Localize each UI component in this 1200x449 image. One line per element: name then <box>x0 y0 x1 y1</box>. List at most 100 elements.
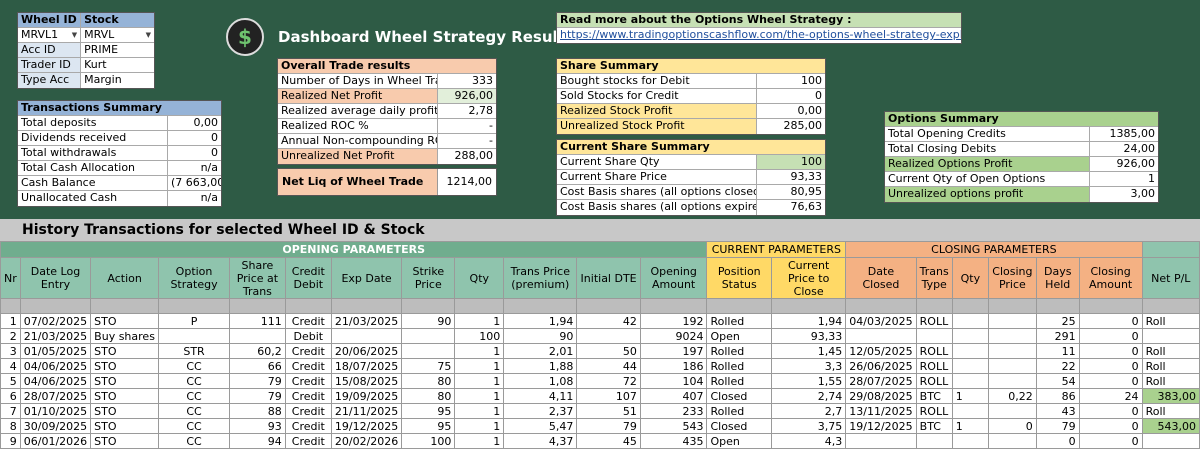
table-cell: 107 <box>576 388 641 404</box>
table-cell <box>158 328 230 344</box>
table-cell: ROLL <box>915 403 953 419</box>
table-row[interactable]: 5 04/06/2025 STO CC 79 Credit 15/08/2025 80 1 1,0… <box>0 373 1200 389</box>
table-cell: 2,01 <box>503 343 578 359</box>
summary-label: Unrealized options profit <box>885 187 1090 202</box>
table-row[interactable]: 3 01/05/2025 STO STR 60,2 Credit 20/06/2025 1 2,… <box>0 343 1200 359</box>
table-cell: 4 <box>0 358 21 374</box>
table-cell: 72 <box>576 373 641 389</box>
summary-label: Unrealized Net Profit <box>278 149 438 164</box>
summary-row: Dividends received 0 <box>18 131 221 146</box>
table-cell: CC <box>158 418 230 434</box>
table-cell: 21/11/2025 <box>330 403 403 419</box>
column-header: Credit Debit <box>284 257 332 299</box>
closing-parameters-header: CLOSING PARAMETERS <box>845 241 1143 258</box>
summary-row: Number of Days in Wheel Trade 333 <box>278 74 496 89</box>
table-row[interactable]: 9 06/01/2026 STO CC 94 Credit 20/02/2026 100 1 4,… <box>0 433 1200 449</box>
table-cell: 1,55 <box>771 373 847 389</box>
table-cell: 26/06/2025 <box>845 358 917 374</box>
summary-label: Total Cash Allocation <box>18 161 168 175</box>
table-cell: Roll <box>1141 403 1200 419</box>
share-summary: Share Summary Bought stocks for Debit 100… <box>556 58 826 135</box>
table-cell: 28/07/2025 <box>19 388 92 404</box>
table-cell: 94 <box>228 433 286 449</box>
table-cell: 93 <box>228 418 286 434</box>
net-liq-label: Net Liq of Wheel Trade <box>278 169 438 195</box>
table-cell <box>951 313 990 329</box>
summary-value: PRIME <box>84 43 119 56</box>
stock-label: Stock <box>84 13 119 26</box>
summary-value: 926,00 <box>438 89 496 103</box>
table-cell: 18/07/2025 <box>330 358 403 374</box>
table-cell: Roll <box>1141 373 1200 389</box>
column-header: Option Strategy <box>158 257 230 299</box>
table-cell: 0 <box>1078 403 1143 419</box>
table-cell: 80 <box>401 388 456 404</box>
table-row[interactable]: 7 01/10/2025 STO CC 88 Credit 21/11/2025 95 1 2,3… <box>0 403 1200 419</box>
table-cell: 1 <box>454 403 505 419</box>
summary-label: Dividends received <box>18 131 168 145</box>
table-cell: 86 <box>1035 388 1080 404</box>
summary-label: Sold Stocks for Credit <box>557 89 757 103</box>
table-cell: Credit <box>284 433 332 449</box>
page-title: Dashboard Wheel Strategy Results <box>278 28 574 46</box>
table-cell: 104 <box>639 373 708 389</box>
table-row[interactable]: 2 21/03/2025 Buy shares Debit 100 90 9024 Open 9… <box>0 328 1200 344</box>
column-header-row: Nr Date Log Entry Action Option Strategy Sha… <box>0 257 1200 299</box>
table-row[interactable]: 8 30/09/2025 STO CC 93 Credit 19/12/2025 95 1 5,4… <box>0 418 1200 434</box>
table-cell <box>1141 433 1200 449</box>
table-cell <box>330 328 403 344</box>
summary-row: Realized Options Profit 926,00 <box>885 157 1158 172</box>
dollar-cycle-icon: $ <box>226 18 264 56</box>
read-more-label: Read more about the Options Wheel Strate… <box>560 13 852 26</box>
table-cell: Credit <box>284 403 332 419</box>
table-cell: 0 <box>1078 343 1143 359</box>
wheel-id-dropdown[interactable]: MRVL1 ▼ <box>18 28 82 42</box>
table-cell: 3,3 <box>771 358 847 374</box>
table-cell: STO <box>90 343 160 359</box>
table-cell <box>988 403 1037 419</box>
summary-value: n/a <box>200 161 218 174</box>
table-cell: 29/08/2025 <box>845 388 917 404</box>
options-summary-title: Options Summary <box>885 112 1158 127</box>
read-more-box: Read more about the Options Wheel Strate… <box>556 12 962 44</box>
table-row[interactable]: 4 04/06/2025 STO CC 66 Credit 18/07/2025 75 1 1,8… <box>0 358 1200 374</box>
table-row[interactable]: 6 28/07/2025 STO CC 79 Credit 19/09/2025 80 1 4,1… <box>0 388 1200 404</box>
summary-label: Cost Basis shares (all options closed no… <box>557 185 757 199</box>
table-cell: 407 <box>639 388 708 404</box>
summary-row: Cost Basis shares (all options expired) 7… <box>557 200 825 215</box>
table-cell: Closed <box>706 418 773 434</box>
summary-row: Cost Basis shares (all options closed no… <box>557 185 825 200</box>
read-more-link[interactable]: https://www.tradingoptionscashflow.com/t… <box>560 28 961 41</box>
column-header: Trans Price (premium) <box>503 257 578 299</box>
table-cell: Roll <box>1141 358 1200 374</box>
table-cell: 19/12/2025 <box>845 418 917 434</box>
table-cell <box>951 433 990 449</box>
transactions-summary-title: Transactions Summary <box>18 101 221 116</box>
table-cell: Rolled <box>706 313 773 329</box>
table-row[interactable]: 1 07/02/2025 STO P 111 Credit 21/03/2025 90 1 1,9… <box>0 313 1200 329</box>
chevron-down-icon[interactable]: ▼ <box>71 31 78 39</box>
current-parameters-header: CURRENT PARAMETERS <box>706 241 847 258</box>
stock-dropdown[interactable]: MRVL ▼ <box>81 28 154 42</box>
table-cell <box>951 328 990 344</box>
summary-label: Total deposits <box>18 116 168 130</box>
table-cell: STO <box>90 358 160 374</box>
current-share-title: Current Share Summary <box>557 140 825 155</box>
table-cell: 19/12/2025 <box>330 418 403 434</box>
table-cell: 20/06/2025 <box>330 343 403 359</box>
table-cell: 04/06/2025 <box>19 358 92 374</box>
column-header: Initial DTE <box>576 257 641 299</box>
table-cell: 90 <box>401 313 456 329</box>
chevron-down-icon[interactable]: ▼ <box>145 31 151 39</box>
table-cell <box>988 313 1037 329</box>
table-cell <box>845 433 917 449</box>
table-cell: 60,2 <box>228 343 286 359</box>
summary-value: - <box>489 119 493 132</box>
share-summary-title: Share Summary <box>557 59 825 74</box>
summary-label: Cash Balance <box>18 176 168 190</box>
table-cell: STR <box>158 343 230 359</box>
table-cell: Credit <box>284 313 332 329</box>
selector-values: MRVL1 ▼ MRVL ▼ <box>18 28 154 43</box>
table-cell: 233 <box>639 403 708 419</box>
summary-label: Bought stocks for Debit <box>557 74 757 88</box>
